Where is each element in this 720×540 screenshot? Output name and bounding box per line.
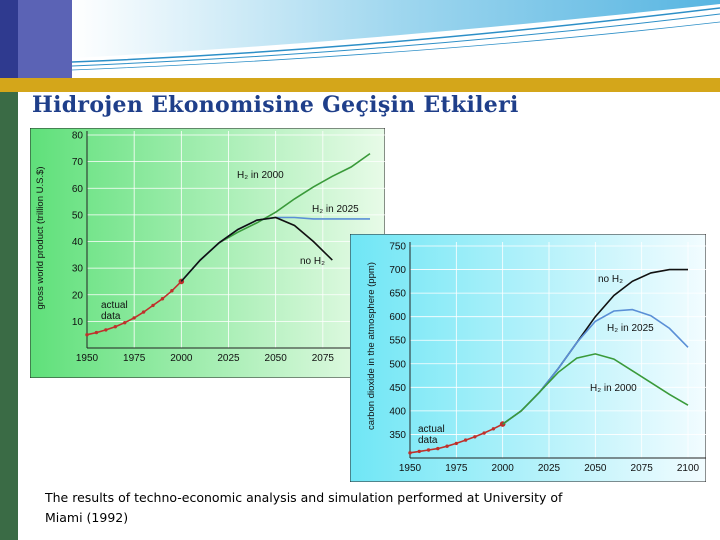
y-tick-label: 20 <box>72 290 84 301</box>
data-point <box>85 332 89 337</box>
x-tick-label: 2025 <box>538 463 561 474</box>
data-point <box>170 289 174 293</box>
y-tick-label: 70 <box>72 157 84 168</box>
left-side-bar <box>0 92 18 540</box>
y-tick-label: 750 <box>389 242 406 253</box>
x-tick-label: 1950 <box>76 353 99 364</box>
data-point <box>491 427 496 431</box>
y-tick-label: 350 <box>389 430 406 441</box>
gross-world-product-chart: 10 20 30 40 50 60 70 80 1950 1975 2000 2025 2050 2075… <box>30 128 385 378</box>
series-annotation: H₂ in 2000 <box>590 383 637 394</box>
y-tick-label: 60 <box>72 184 84 195</box>
data-point <box>445 444 449 448</box>
x-tick-label: 2050 <box>265 353 288 364</box>
x-tick-label: 2025 <box>217 353 240 364</box>
header-wave-decoration <box>72 0 720 78</box>
data-point <box>473 435 477 439</box>
data-point <box>463 438 468 442</box>
series-line <box>502 353 689 425</box>
y-tick-label: 600 <box>389 312 406 323</box>
y-tick-label: 10 <box>72 317 84 328</box>
series-annotation: actual <box>101 300 128 311</box>
y-tick-label: 400 <box>389 406 406 417</box>
y-axis-label: carbon dioxide in the atmosphere (ppm) <box>366 262 377 430</box>
data-point <box>482 431 486 435</box>
x-tick-label: 1950 <box>399 463 422 474</box>
data-point <box>104 328 108 332</box>
x-tick-label: 2075 <box>312 353 335 364</box>
data-point <box>141 310 146 314</box>
series-annotation: no H₂ <box>598 274 623 285</box>
data-point <box>417 449 421 454</box>
data-point <box>160 297 165 301</box>
y-tick-label: 550 <box>389 336 406 347</box>
data-point <box>94 330 99 335</box>
series-annotation: H₂ in 2025 <box>312 204 359 215</box>
x-tick-label: 2000 <box>170 353 193 364</box>
data-point <box>132 316 136 320</box>
carbon-dioxide-chart: 350 400 450 500 550 600 650 700 750 1950 1975 2000 2… <box>350 234 706 482</box>
x-tick-label: 2100 <box>677 463 700 474</box>
series-annotation: actual <box>418 424 445 435</box>
series-annotation: data <box>101 311 121 322</box>
data-point <box>408 451 412 455</box>
x-tick-label: 2075 <box>631 463 654 474</box>
header-accent-block <box>18 0 72 78</box>
y-tick-label: 30 <box>72 264 84 275</box>
series-annotation: data <box>418 435 438 446</box>
series-annotation: H₂ in 2000 <box>237 170 284 181</box>
data-point <box>454 441 459 446</box>
series-annotation: H₂ in 2025 <box>607 323 654 334</box>
series-line <box>180 216 333 282</box>
x-tick-label: 2000 <box>492 463 515 474</box>
series-annotation: no H₂ <box>300 256 325 267</box>
data-point <box>113 325 118 329</box>
data-point <box>123 321 127 325</box>
y-tick-label: 450 <box>389 383 406 394</box>
y-tick-label: 40 <box>72 237 84 248</box>
data-point <box>151 303 155 308</box>
header-side-bar <box>0 0 18 78</box>
slide-title: Hidrojen Ekonomisine Geçişin Etkileri <box>32 92 519 118</box>
header-gold-band <box>0 78 720 92</box>
y-tick-label: 50 <box>72 210 84 221</box>
x-tick-label: 1975 <box>123 353 146 364</box>
data-point <box>426 448 431 452</box>
data-point <box>436 446 440 451</box>
y-tick-label: 500 <box>389 359 406 370</box>
y-tick-label: 650 <box>389 289 406 300</box>
y-tick-label: 700 <box>389 265 406 276</box>
slide-caption: The results of techno-economic analysis … <box>45 490 563 525</box>
y-tick-label: 80 <box>72 131 84 142</box>
x-tick-label: 2050 <box>584 463 607 474</box>
x-tick-label: 1975 <box>445 463 468 474</box>
y-axis-label: gross world product (trillion U.S.$) <box>35 166 46 309</box>
